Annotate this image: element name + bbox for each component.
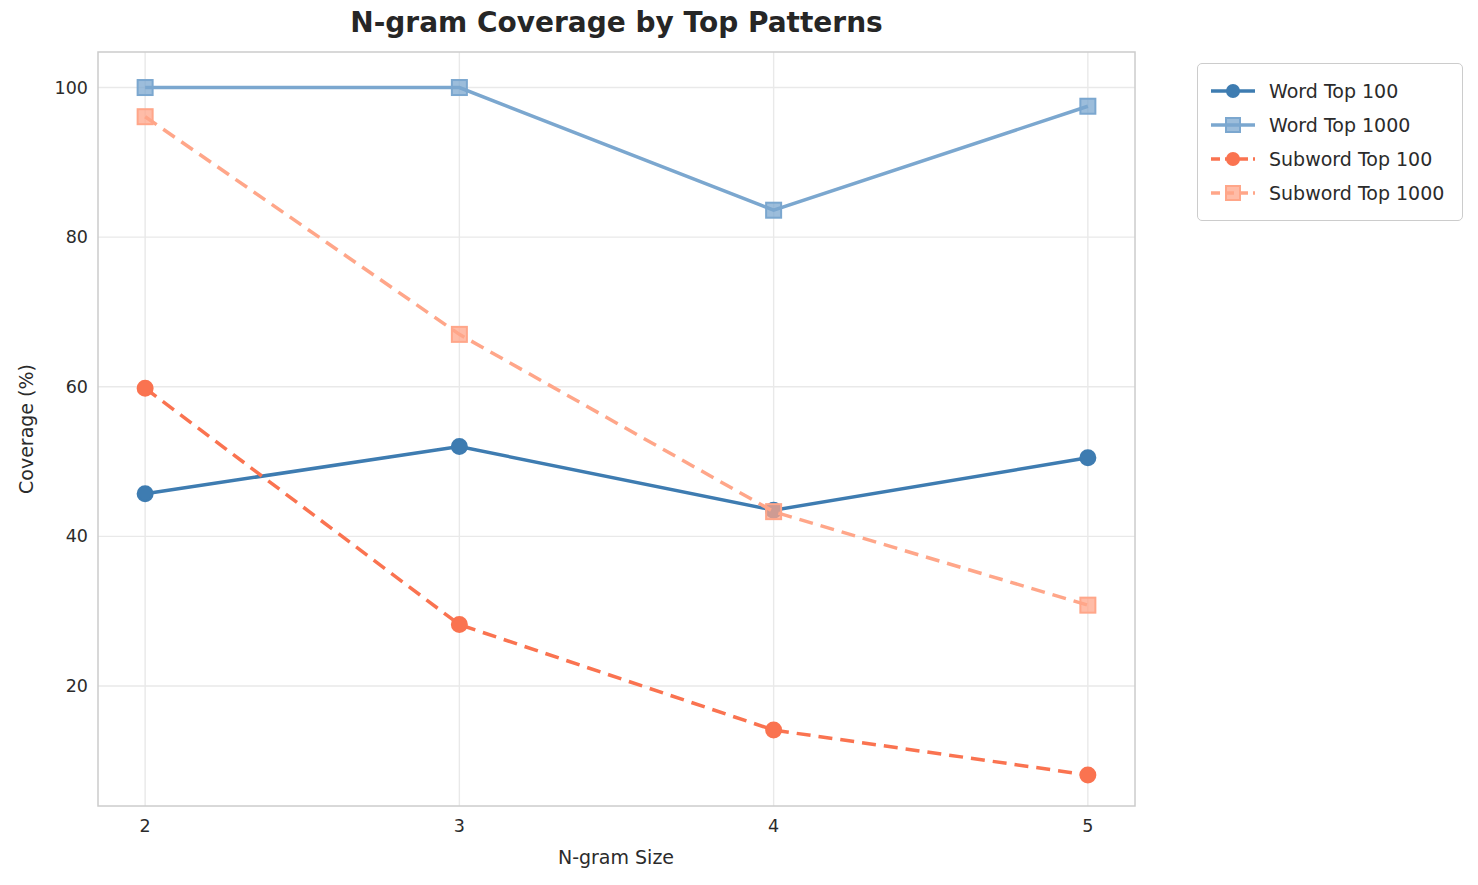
legend: Word Top 100 Word Top 1000 Subword Top 1… — [1197, 63, 1463, 221]
data-point — [138, 381, 153, 396]
x-tick-label: 3 — [454, 816, 465, 836]
data-point — [1080, 767, 1095, 782]
legend-swatch-circle-icon — [1210, 149, 1256, 169]
y-tick-label: 60 — [66, 377, 88, 397]
x-axis-label: N-gram Size — [558, 846, 674, 868]
data-point — [1080, 99, 1095, 114]
series-line-2 — [145, 388, 1088, 775]
y-tick-label: 100 — [55, 78, 88, 98]
data-point — [138, 486, 153, 501]
data-point — [766, 504, 781, 519]
data-point — [452, 617, 467, 632]
data-point — [452, 80, 467, 95]
data-point — [452, 439, 467, 454]
y-axis-label: Coverage (%) — [15, 364, 37, 494]
figure: N-gram Coverage by Top Patterns 20406080… — [0, 0, 1478, 885]
y-tick-label: 20 — [66, 676, 88, 696]
legend-item: Word Top 100 — [1210, 74, 1444, 108]
data-point — [766, 203, 781, 218]
x-tick-label: 4 — [768, 816, 779, 836]
series-line-0 — [145, 447, 1088, 511]
legend-item: Subword Top 100 — [1210, 142, 1444, 176]
series-line-3 — [145, 117, 1088, 605]
series-line-1 — [145, 88, 1088, 211]
x-tick-label: 2 — [140, 816, 151, 836]
y-tick-label: 40 — [66, 526, 88, 546]
y-tick-label: 80 — [66, 227, 88, 247]
data-point — [1080, 450, 1095, 465]
legend-swatch-square-icon — [1210, 183, 1256, 203]
data-point — [138, 80, 153, 95]
data-point — [452, 327, 467, 342]
legend-swatch-square-icon — [1210, 115, 1256, 135]
legend-item: Subword Top 1000 — [1210, 176, 1444, 210]
data-point — [138, 109, 153, 124]
legend-swatch-circle-icon — [1210, 81, 1256, 101]
x-tick-label: 5 — [1082, 816, 1093, 836]
legend-item: Word Top 1000 — [1210, 108, 1444, 142]
axes-spines — [98, 52, 1135, 806]
legend-label: Subword Top 100 — [1269, 148, 1432, 170]
legend-label: Word Top 100 — [1269, 80, 1398, 102]
data-point — [1080, 598, 1095, 613]
legend-label: Subword Top 1000 — [1269, 182, 1444, 204]
data-point — [766, 723, 781, 738]
legend-label: Word Top 1000 — [1269, 114, 1410, 136]
